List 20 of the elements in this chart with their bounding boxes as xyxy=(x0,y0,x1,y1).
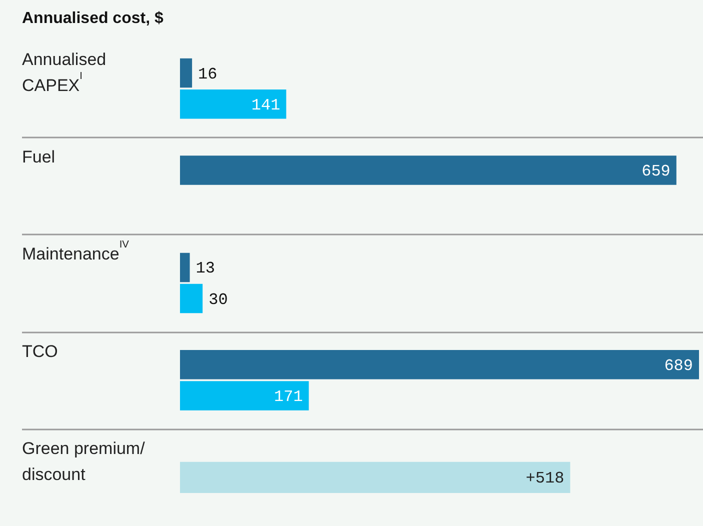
chart-title: Annualised cost, $ xyxy=(22,10,164,28)
data-label: 689 xyxy=(664,356,693,375)
data-label: 13 xyxy=(196,260,215,278)
bar xyxy=(180,90,286,119)
data-label: 659 xyxy=(642,162,670,180)
data-label: 171 xyxy=(274,388,303,406)
bar xyxy=(180,350,699,380)
y-tick-label: Green premium/ discount xyxy=(22,438,146,484)
bar xyxy=(180,58,192,88)
y-tick-label: TCO xyxy=(22,342,58,361)
bar xyxy=(180,156,676,185)
data-label: 16 xyxy=(198,65,218,84)
bar xyxy=(180,381,309,410)
bar xyxy=(180,462,570,493)
data-label: +518 xyxy=(526,470,564,488)
bar xyxy=(180,252,190,282)
data-label: 141 xyxy=(251,96,280,114)
y-tick-label: Fuel xyxy=(22,147,56,166)
data-label: 30 xyxy=(208,290,228,309)
bar xyxy=(180,284,203,314)
